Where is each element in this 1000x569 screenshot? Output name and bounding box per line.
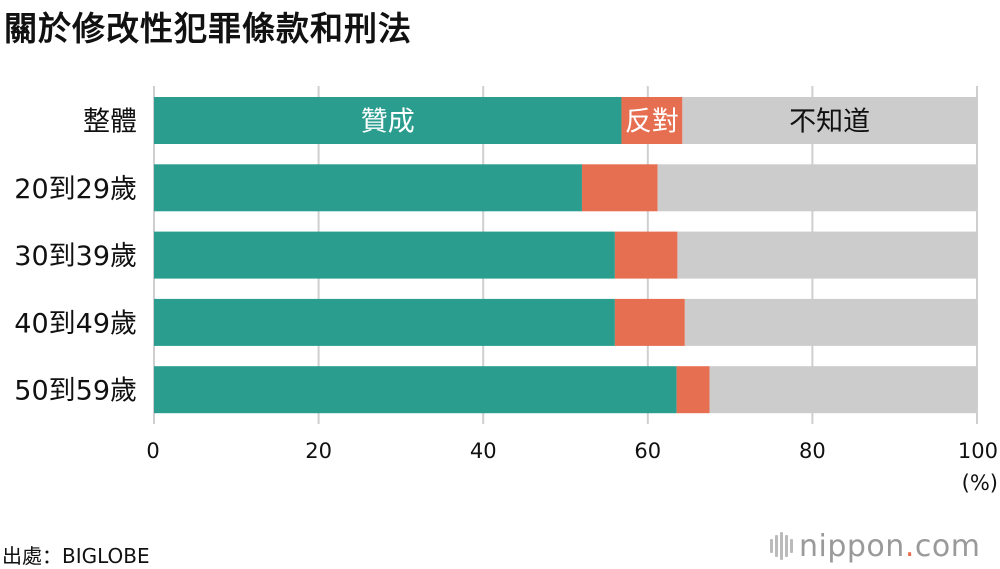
x-tick-label: 40 [470, 439, 497, 463]
chart-title: 關於修改性犯罪條款和刑法 [4, 9, 412, 48]
logo-mark-icon [770, 532, 793, 560]
bar-oppose [614, 298, 685, 346]
bar-dontknow [657, 164, 977, 212]
x-tick-label: 20 [305, 439, 332, 463]
x-tick-label: 80 [799, 439, 826, 463]
bar-oppose [581, 164, 658, 212]
logo-name: nippon [799, 528, 905, 564]
bar-dontknow [682, 97, 977, 144]
x-tick-label: 0 [146, 439, 159, 463]
category-label: 50到59歲 [14, 376, 137, 407]
x-tick-label: 100 [958, 439, 998, 463]
legend-label: 贊成 [361, 107, 415, 138]
bar-agree [154, 298, 615, 346]
labels: 0 20 40 60 80 100 (%) 贊成 反對 不知道 整體 20到29歲 30到39歲 40到4… [14, 107, 998, 496]
bar-oppose [676, 366, 710, 414]
category-label: 整體 [83, 107, 137, 138]
bars [154, 97, 977, 414]
logo-suffix: com [914, 528, 981, 564]
category-label: 30到39歲 [14, 241, 137, 272]
bar-dontknow [709, 366, 977, 414]
bar-dontknow [684, 298, 977, 346]
x-unit-label: (%) [962, 471, 998, 495]
bar-agree [154, 97, 622, 144]
x-tick-label: 60 [634, 439, 661, 463]
nippon-logo: nippon.com [770, 528, 981, 564]
bar-oppose [614, 231, 678, 279]
logo-dot: . [904, 528, 915, 564]
bar-agree [154, 164, 582, 212]
bar-agree [154, 231, 615, 279]
legend-label: 反對 [625, 107, 679, 138]
legend-label: 不知道 [789, 107, 870, 138]
bar-dontknow [677, 231, 977, 279]
source-note: 出處：BIGLOBE [2, 544, 150, 568]
bar-oppose [621, 97, 683, 144]
bar-agree [154, 366, 677, 414]
category-label: 40到49歲 [14, 308, 137, 339]
category-label: 20到29歲 [14, 174, 137, 205]
